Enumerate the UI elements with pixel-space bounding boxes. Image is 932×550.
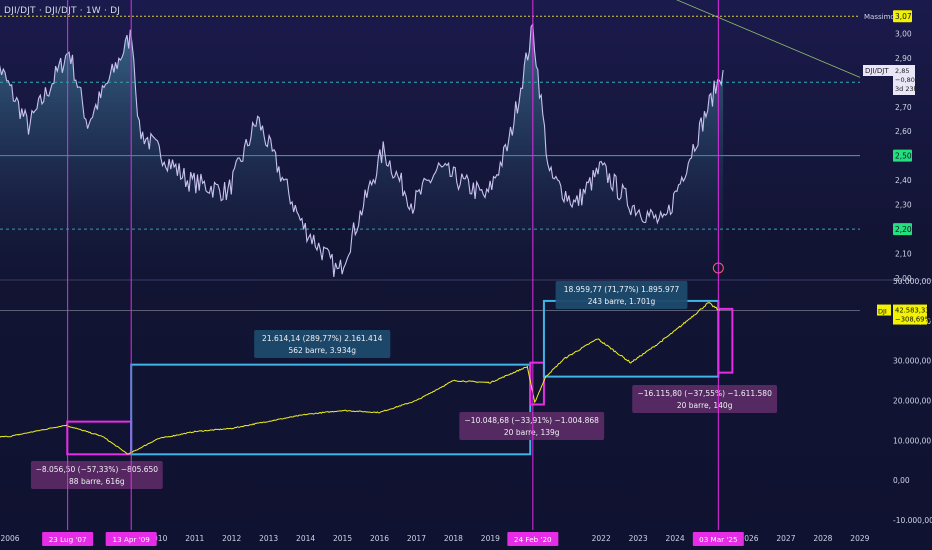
x-tick: 2011	[185, 534, 204, 543]
bottom-y-tick: 50.000,00	[893, 277, 931, 286]
dji-line	[0, 302, 720, 455]
level-label-bg	[893, 223, 912, 236]
measure-box	[542, 299, 720, 378]
date-marker-tag	[692, 532, 744, 546]
level-label-bg	[893, 10, 912, 23]
dji-change: −308,69%	[895, 316, 931, 324]
measure-label-value: −16.115,80 (−37,55%) −1.611.580	[637, 389, 772, 398]
x-tick: 2028	[813, 534, 832, 543]
measure-box	[529, 361, 545, 406]
dji-value: 42.583,33	[895, 307, 930, 315]
x-tick: 2026	[739, 534, 758, 543]
measure-box	[130, 363, 532, 456]
top-y-tick: 2,30	[895, 201, 912, 210]
x-tick: 2013	[259, 534, 278, 543]
x-tick: 2017	[407, 534, 426, 543]
measure-label-bg	[459, 412, 605, 440]
last-value-box	[893, 65, 915, 95]
measure-label-bg	[254, 330, 391, 358]
x-tick: 2022	[592, 534, 611, 543]
last-value-line: 3d 23h	[895, 85, 918, 93]
measure-label-bars: 20 barre, 139g	[504, 428, 560, 437]
level-label-bg	[893, 149, 912, 162]
last-value-line: −0,80%	[895, 76, 921, 84]
measure-label-bg	[632, 385, 778, 413]
date-marker-label: 23 Lug '07	[49, 535, 87, 544]
measure-label-bars: 243 barre, 1.701g	[588, 297, 656, 306]
level-label: 3,07	[895, 12, 912, 21]
date-marker-label: 13 Apr '09	[113, 535, 151, 544]
last-value-symbol: DJI/DJT	[865, 67, 889, 75]
x-tick: 2014	[296, 534, 315, 543]
top-y-tick: 2,10	[895, 250, 912, 259]
top-y-tick: 2,90	[895, 54, 912, 63]
x-tick: 2019	[481, 534, 500, 543]
level-label: 2,50	[895, 152, 912, 161]
x-tick: 2018	[444, 534, 463, 543]
date-marker-tag	[42, 532, 94, 546]
last-value-line: 2,85	[895, 67, 909, 75]
date-marker-tag	[105, 532, 157, 546]
top-y-tick: 2,70	[895, 103, 912, 112]
x-tick: 2012	[222, 534, 241, 543]
level-label: 2,20	[895, 225, 912, 234]
x-tick: 2015	[333, 534, 352, 543]
bottom-y-tick: -10.000,00	[893, 516, 932, 525]
bottom-y-tick: 20.000,00	[893, 397, 931, 406]
date-marker-label: 03 Mar '25	[699, 535, 737, 544]
measure-box	[717, 307, 734, 374]
measure-label-value: 18.959,77 (71,77%) 1.895.977	[564, 285, 680, 294]
ratio-area	[0, 24, 724, 278]
x-tick: 2016	[370, 534, 389, 543]
measure-label-bg	[555, 281, 688, 309]
measure-label-bars: 20 barre, 140g	[677, 401, 733, 410]
x-tick: 2006	[0, 534, 19, 543]
top-y-tick: 2,40	[895, 176, 912, 185]
bottom-y-tick: 30.000,00	[893, 357, 931, 366]
x-tick: 2024	[666, 534, 685, 543]
date-marker-label: 24 Feb '20	[514, 535, 552, 544]
dji-value-box	[893, 304, 927, 325]
x-tick: 2029	[850, 534, 869, 543]
top-y-tick: 2,60	[895, 127, 912, 136]
x-tick: 2010	[148, 534, 167, 543]
top-y-tick: 2,00	[895, 274, 912, 283]
date-marker-tag	[507, 532, 559, 546]
measure-label-value: 21.614,14 (289,77%) 2.161.414	[262, 334, 383, 343]
measure-label-value: −10.048,68 (−33,91%) −1.004.868	[465, 416, 600, 425]
massimo-label: Massimo	[864, 13, 895, 21]
symbol-header[interactable]: DJI/DJT · DJI/DJT · 1W · DJ	[4, 6, 121, 16]
ratio-line	[0, 22, 724, 277]
top-y-tick: 3,00	[895, 29, 912, 38]
bottom-y-tick: 10.000,00	[893, 436, 931, 445]
measure-label-bars: 88 barre, 616g	[69, 477, 125, 486]
dji-tag-label: DJI	[878, 308, 887, 316]
x-tick: 2027	[776, 534, 795, 543]
bottom-y-tick: 0,00	[893, 476, 910, 485]
measure-label-value: −8.056,50 (−57,33%) −805.650	[36, 465, 159, 474]
measure-label-bg	[30, 461, 163, 489]
last-value-tag	[863, 65, 893, 76]
dji-tag	[877, 304, 891, 316]
measure-label-bars: 562 barre, 3.934g	[288, 346, 356, 355]
x-tick: 2023	[629, 534, 648, 543]
trend-line	[676, 0, 861, 78]
